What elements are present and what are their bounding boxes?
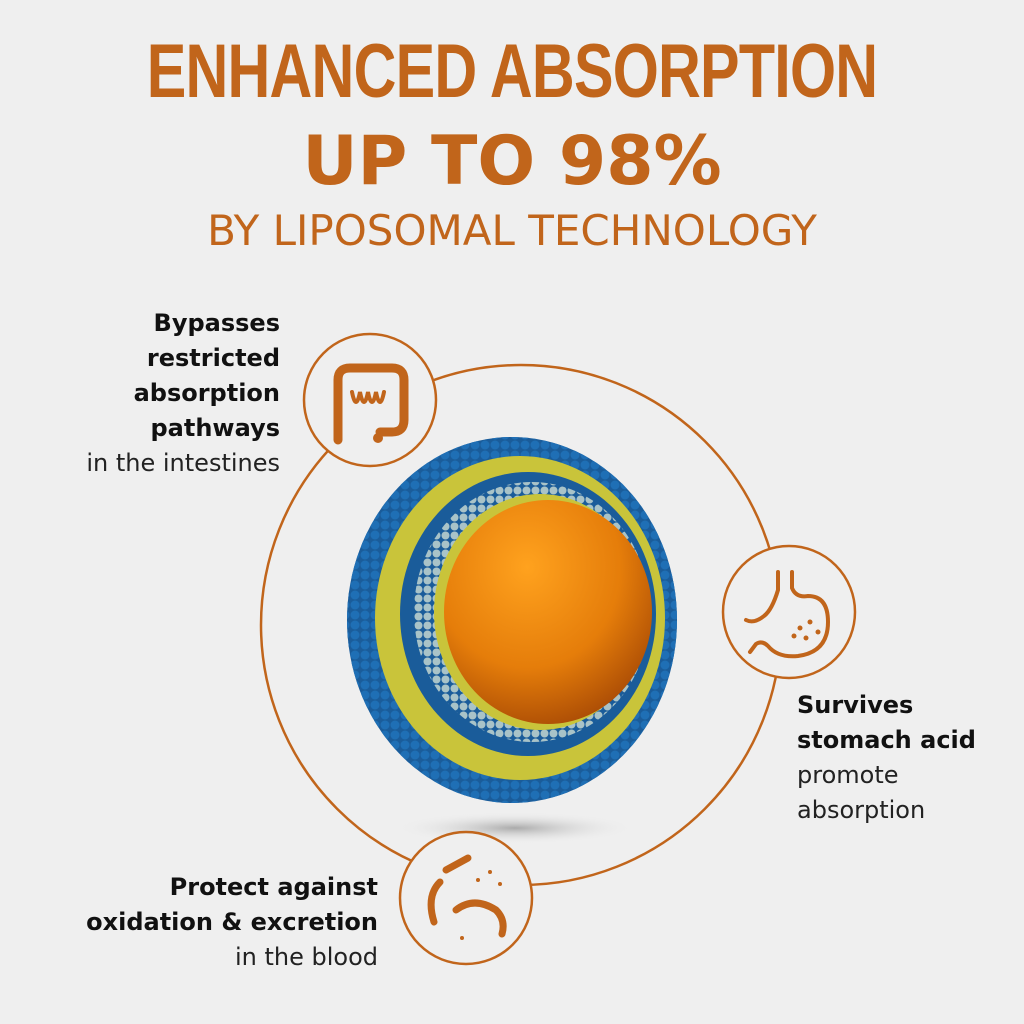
- feature-title: restricted: [146, 344, 280, 372]
- feature-title: pathways: [150, 414, 281, 442]
- feature-title: absorption: [133, 379, 280, 407]
- bacteria-icon: [427, 854, 507, 940]
- feature-title: Bypasses: [153, 309, 280, 337]
- headline: ENHANCED ABSORPTION: [146, 29, 878, 114]
- feature-stomach: Survives stomach acid promote absorption: [797, 688, 976, 828]
- feature-detail: absorption: [797, 796, 926, 824]
- intestine-icon-circle: [302, 332, 438, 468]
- feature-detail: in the blood: [234, 943, 378, 971]
- feature-detail: promote: [797, 761, 899, 789]
- feature-intestines: Bypasses restricted absorption pathways …: [86, 306, 280, 481]
- stomach-icon-circle: [721, 544, 857, 680]
- headline-percent: UP TO 98%: [302, 122, 722, 201]
- feature-title: Protect against: [169, 873, 378, 901]
- bacteria-icon-circle: [398, 830, 534, 966]
- feature-blood: Protect against oxidation & excretion in…: [86, 870, 378, 975]
- feature-title: stomach acid: [797, 726, 976, 754]
- subheadline: BY LIPOSOMAL TECHNOLOGY: [207, 206, 817, 255]
- intestine-icon: [333, 363, 409, 445]
- feature-title: Survives: [797, 691, 914, 719]
- feature-detail: in the intestines: [86, 449, 280, 477]
- feature-title: oxidation & excretion: [86, 908, 378, 936]
- stomach-icon: [744, 570, 831, 659]
- liposome: [347, 437, 677, 803]
- liposome-shadow: [395, 812, 635, 844]
